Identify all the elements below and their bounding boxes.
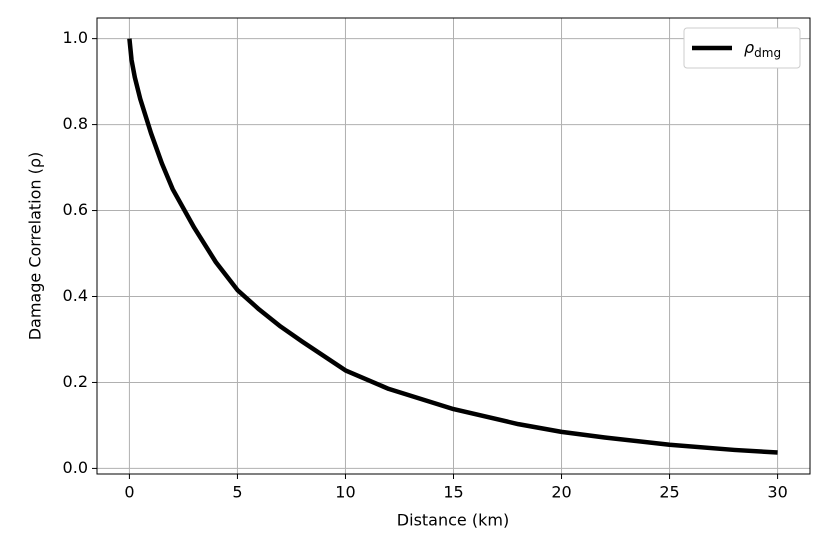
legend: ρdmg: [683, 27, 801, 69]
x-tick-label: 30: [767, 483, 787, 502]
x-tick-label: 15: [443, 483, 463, 502]
y-tick-label: 0.2: [63, 372, 88, 391]
x-tick-label: 10: [335, 483, 355, 502]
y-tick-label: 0.4: [63, 286, 88, 305]
y-tick-label: 1.0: [63, 28, 88, 47]
y-axis-label: Damage Correlation (ρ): [26, 152, 45, 341]
plot-frame: [96, 17, 811, 475]
y-tick-label: 0.6: [63, 200, 88, 219]
y-tick-label: 0.8: [63, 114, 88, 133]
data-line: [127, 38, 778, 455]
x-tick-label: 25: [659, 483, 679, 502]
x-axis-label: Distance (km): [397, 511, 509, 530]
x-tick-label: 0: [124, 483, 134, 502]
y-tick-label: 0.0: [63, 458, 88, 477]
x-tick-label: 5: [232, 483, 242, 502]
legend-box: [683, 27, 801, 69]
x-tick-label: 20: [551, 483, 571, 502]
legend-label: ρdmg: [744, 38, 781, 60]
